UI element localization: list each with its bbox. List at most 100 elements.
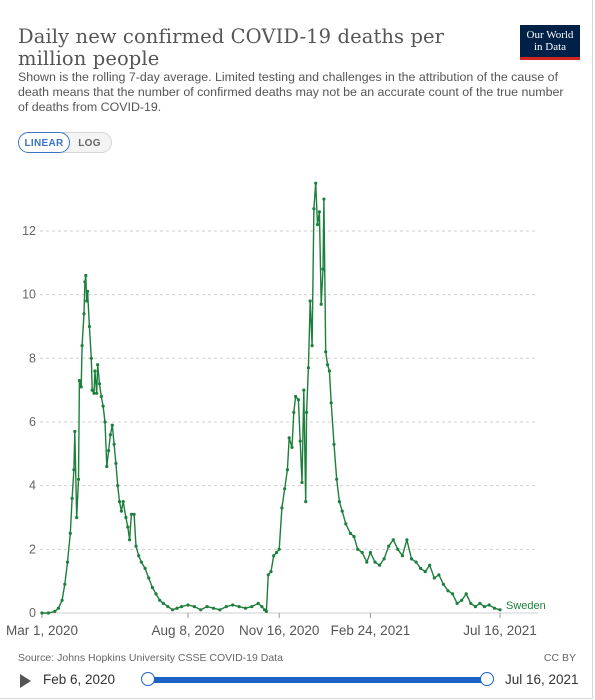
timeline: Feb 6, 2020 Jul 16, 2021 [0, 668, 592, 692]
data-point [327, 369, 331, 373]
data-point [478, 601, 482, 605]
data-point [84, 273, 88, 278]
data-point [129, 512, 133, 516]
data-point [335, 477, 339, 481]
data-point [492, 606, 497, 610]
data-point [460, 598, 464, 602]
data-point [451, 592, 455, 596]
data-point [63, 582, 67, 586]
data-point [482, 605, 487, 609]
linear-toggle[interactable]: LINEAR [18, 132, 70, 153]
data-point [147, 576, 151, 580]
data-point [192, 605, 196, 609]
data-point [373, 560, 377, 564]
timeline-end-handle[interactable] [480, 672, 494, 686]
data-point [387, 544, 391, 548]
data-point [175, 606, 179, 610]
data-point [290, 445, 294, 449]
data-point [414, 560, 418, 564]
data-point [199, 608, 203, 612]
data-point [134, 544, 138, 548]
data-point [464, 592, 468, 596]
data-point [344, 522, 348, 526]
data-point [124, 515, 128, 520]
data-point [423, 570, 427, 574]
data-point [473, 605, 477, 609]
data-point [205, 605, 209, 609]
data-point [40, 611, 44, 615]
data-point [326, 363, 330, 367]
data-point [264, 609, 268, 613]
x-axis-ticks: Mar 1, 2020 Aug 8, 2020 Nov 16, 2020 Feb 24… [6, 613, 537, 638]
data-point [296, 398, 300, 402]
series-sweden [40, 181, 502, 615]
data-point [277, 547, 281, 551]
data-point [68, 531, 72, 535]
data-point [274, 550, 279, 555]
y-axis-ticks: 0 2 4 6 8 10 12 [22, 224, 36, 620]
data-point [280, 506, 284, 510]
chart-subtitle: Shown is the rolling 7-day average. Limi… [18, 70, 564, 114]
data-point [75, 515, 79, 520]
data-point [224, 605, 228, 609]
y-tick-label: 6 [29, 415, 36, 429]
data-point [487, 603, 491, 607]
data-point [83, 280, 87, 284]
data-point [243, 606, 248, 610]
data-point [428, 563, 432, 567]
source-note[interactable]: Source: Johns Hopkins University CSSE CO… [18, 652, 283, 664]
license-link[interactable]: CC BY [543, 652, 576, 664]
data-point [211, 606, 216, 610]
data-point [161, 601, 165, 605]
owid-logo[interactable]: Our World in Data [520, 25, 580, 60]
series-line [42, 182, 501, 614]
timeline-start-handle[interactable] [141, 672, 155, 686]
data-point [117, 500, 122, 504]
data-point [441, 582, 445, 586]
log-toggle[interactable]: LOG [62, 132, 112, 153]
data-point [166, 605, 170, 609]
data-point [378, 563, 382, 567]
data-point [469, 601, 473, 605]
y-tick-label: 8 [29, 351, 36, 365]
data-point [65, 560, 70, 564]
data-point [272, 554, 276, 558]
data-point [108, 433, 112, 437]
data-point [332, 442, 336, 446]
data-point [287, 436, 291, 440]
timeline-range-track[interactable] [150, 677, 487, 683]
play-icon[interactable] [20, 674, 31, 688]
data-point [437, 573, 441, 577]
data-point [70, 496, 74, 500]
grid-lines [40, 230, 538, 614]
data-point [302, 388, 306, 392]
data-point [324, 350, 328, 354]
data-point [95, 391, 99, 395]
data-point [103, 420, 107, 424]
data-point [283, 487, 287, 491]
data-point [315, 223, 320, 227]
data-point [455, 601, 459, 605]
data-point [312, 207, 316, 211]
data-point [292, 410, 296, 414]
data-point [285, 468, 289, 472]
logo-line-2: in Data [533, 41, 567, 53]
data-point [96, 363, 100, 367]
data-point [308, 299, 312, 303]
data-point [53, 609, 57, 613]
data-point [348, 531, 352, 535]
data-point [319, 302, 323, 306]
data-point [322, 197, 326, 201]
data-point [170, 608, 175, 612]
data-point [112, 442, 116, 446]
y-tick-label: 4 [29, 479, 36, 493]
timeline-end-label: Jul 16, 2021 [505, 672, 579, 687]
data-point [110, 423, 114, 427]
x-tick-label: Jul 16, 2021 [463, 623, 537, 638]
data-point [107, 449, 111, 453]
data-point [300, 480, 304, 485]
data-point [92, 391, 96, 395]
data-point [250, 605, 254, 609]
data-point [260, 605, 264, 609]
